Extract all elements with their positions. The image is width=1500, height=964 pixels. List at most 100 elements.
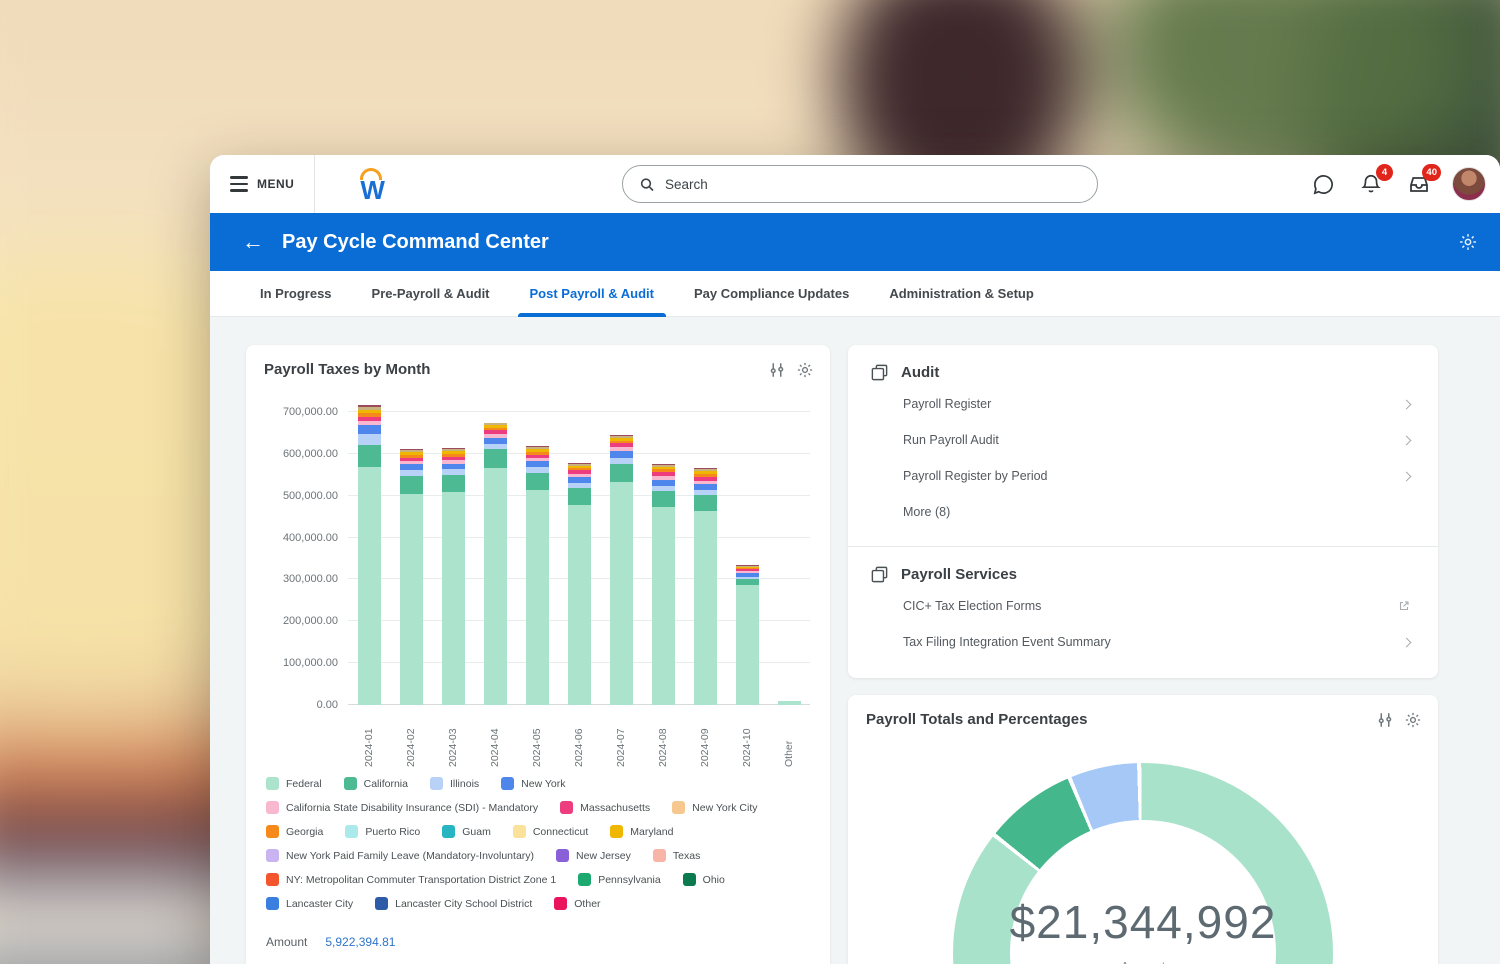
bar-2024-01[interactable] [357,404,381,705]
bar-segment-california-state-disability-insurance-sdi-mandatory [735,571,759,574]
bar-2024-09[interactable] [693,468,717,705]
payroll-services-item-cic-tax-election-forms[interactable]: CIC+ Tax Election Forms [870,588,1416,624]
bar-2024-02[interactable] [399,448,423,705]
x-slot: 2024-05 [516,711,558,767]
bar-segment-california-state-disability-insurance-sdi-mandatory [441,460,465,464]
bar-segment-federal [609,481,633,705]
legend-item-georgia[interactable]: Georgia [266,825,323,838]
bar-slot [516,412,558,705]
amount-value-link[interactable]: 5,922,394.81 [325,935,396,949]
legend-item-maryland[interactable]: Maryland [610,825,673,838]
legend-item-lancaster-city-school-district[interactable]: Lancaster City School District [375,897,532,910]
x-slot: 2024-01 [348,711,390,767]
inbox-button[interactable]: 40 [1404,164,1441,199]
legend-item-california[interactable]: California [343,777,408,790]
inbox-badge: 40 [1422,164,1441,181]
bar-slot [558,412,600,705]
tab-in-progress[interactable]: In Progress [260,286,332,301]
bar-segment-georgia [651,469,675,473]
bar-2024-10[interactable] [735,565,759,705]
list-item-label: Payroll Register [903,397,992,411]
audit-item-run-payroll-audit[interactable]: Run Payroll Audit [870,422,1416,458]
tab-pre-payroll-audit[interactable]: Pre-Payroll & Audit [371,286,490,301]
bar-slot [474,412,516,705]
legend-item-puerto-rico[interactable]: Puerto Rico [345,825,420,838]
bar-segment-california [735,579,759,585]
legend-swatch [501,777,515,790]
legend-item-texas[interactable]: Texas [652,849,700,862]
gear-icon[interactable] [1404,711,1422,729]
chart-legend: Federal California Illinois New York Califor… [266,777,814,910]
menu-button[interactable]: MENU [210,155,316,213]
legend-item-massachusetts[interactable]: Massachusetts [560,801,650,814]
bar-segment-federal [357,467,381,705]
search-input[interactable] [665,176,1081,192]
bar-segment-california [567,488,591,505]
tab-post-payroll-audit[interactable]: Post Payroll & Audit [514,271,670,317]
bar-segment-california-state-disability-insurance-sdi-mandatory [651,476,675,480]
filter-sliders-icon[interactable] [768,361,786,379]
y-tick-label: 200,000.00 [282,615,338,628]
x-tick-label: 2024-09 [699,728,711,767]
bar-segment-california-state-disability-insurance-sdi-mandatory [567,473,591,477]
payroll-taxes-chart [348,404,810,705]
tab-administration-setup[interactable]: Administration & Setup [889,286,1034,301]
legend-item-new-york[interactable]: New York [501,777,566,790]
x-tick-label: 2024-01 [363,728,375,767]
bar-2024-05[interactable] [525,445,549,705]
legend-item-ny-metropolitan-commuter-transportation-district-zone-1[interactable]: NY: Metropolitan Commuter Transportation… [266,873,556,886]
y-tick-label: 0.00 [316,699,338,711]
top-bar: MENU W 4 40 [210,155,1500,213]
audit-item-more-8[interactable]: More (8) [870,494,1416,530]
chat-button[interactable] [1308,169,1338,199]
tab-pay-compliance-updates[interactable]: Pay Compliance Updates [694,286,850,301]
legend-item-new-york-city[interactable]: New York City [672,801,758,814]
bar-segment-new-york-city [651,464,675,467]
legend-item-illinois[interactable]: Illinois [429,777,480,790]
x-slot: 2024-10 [726,711,768,767]
legend-item-ohio[interactable]: Ohio [682,873,725,886]
workday-logo[interactable]: W [357,167,387,205]
filter-sliders-icon[interactable] [1376,711,1394,729]
bar-2024-06[interactable] [567,463,591,705]
x-slot: 2024-06 [558,711,600,767]
payroll-services-item-tax-filing-integration-event-summary[interactable]: Tax Filing Integration Event Summary [870,624,1416,660]
bar-2024-08[interactable] [651,463,675,705]
bar-segment-new-york-city [609,436,633,439]
bar-2024-04[interactable] [483,422,507,705]
y-tick-label: 700,000.00 [282,406,338,418]
bar-segment-new-york [441,463,465,470]
bar-other[interactable] [777,701,801,705]
legend-label: Illinois [449,777,480,790]
legend-item-other[interactable]: Other [554,897,601,910]
gear-icon[interactable] [796,361,814,379]
legend-item-california-state-disability-insurance-sdi-mandatory[interactable]: California State Disability Insurance (S… [266,801,538,814]
bar-segment-new-york [651,479,675,486]
bar-segment-massachusetts [357,416,381,421]
profile-avatar[interactable] [1452,167,1486,201]
bar-2024-03[interactable] [441,448,465,705]
legend-item-new-jersey[interactable]: New Jersey [556,849,631,862]
search-bar[interactable] [622,165,1098,203]
legend-item-new-york-paid-family-leave-mandatory-involuntary[interactable]: New York Paid Family Leave (Mandatory-In… [266,849,534,862]
header-gear-button[interactable] [1458,232,1478,252]
donut-chart[interactable]: $21,344,992 Amount [953,763,1333,964]
audit-item-payroll-register-by-period[interactable]: Payroll Register by Period [870,458,1416,494]
legend-label: Georgia [286,825,324,838]
legend-swatch [578,873,592,886]
bar-segment-illinois [735,576,759,580]
legend-item-federal[interactable]: Federal [266,777,322,790]
legend-item-pennsylvania[interactable]: Pennsylvania [578,873,661,886]
bar-2024-07[interactable] [609,435,633,705]
legend-item-lancaster-city[interactable]: Lancaster City [266,897,353,910]
donut-center: $21,344,992 Amount [953,895,1333,964]
notifications-button[interactable]: 4 [1356,164,1393,199]
bell-icon [1361,175,1381,193]
back-button[interactable]: ← [242,229,264,254]
legend-item-guam[interactable]: Guam [442,825,491,838]
legend-label: Pennsylvania [598,873,661,886]
legend-item-connecticut[interactable]: Connecticut [512,825,588,838]
audit-item-payroll-register[interactable]: Payroll Register [870,386,1416,422]
x-tick-label: Other [783,740,795,767]
chevron-right-icon [1401,637,1412,647]
